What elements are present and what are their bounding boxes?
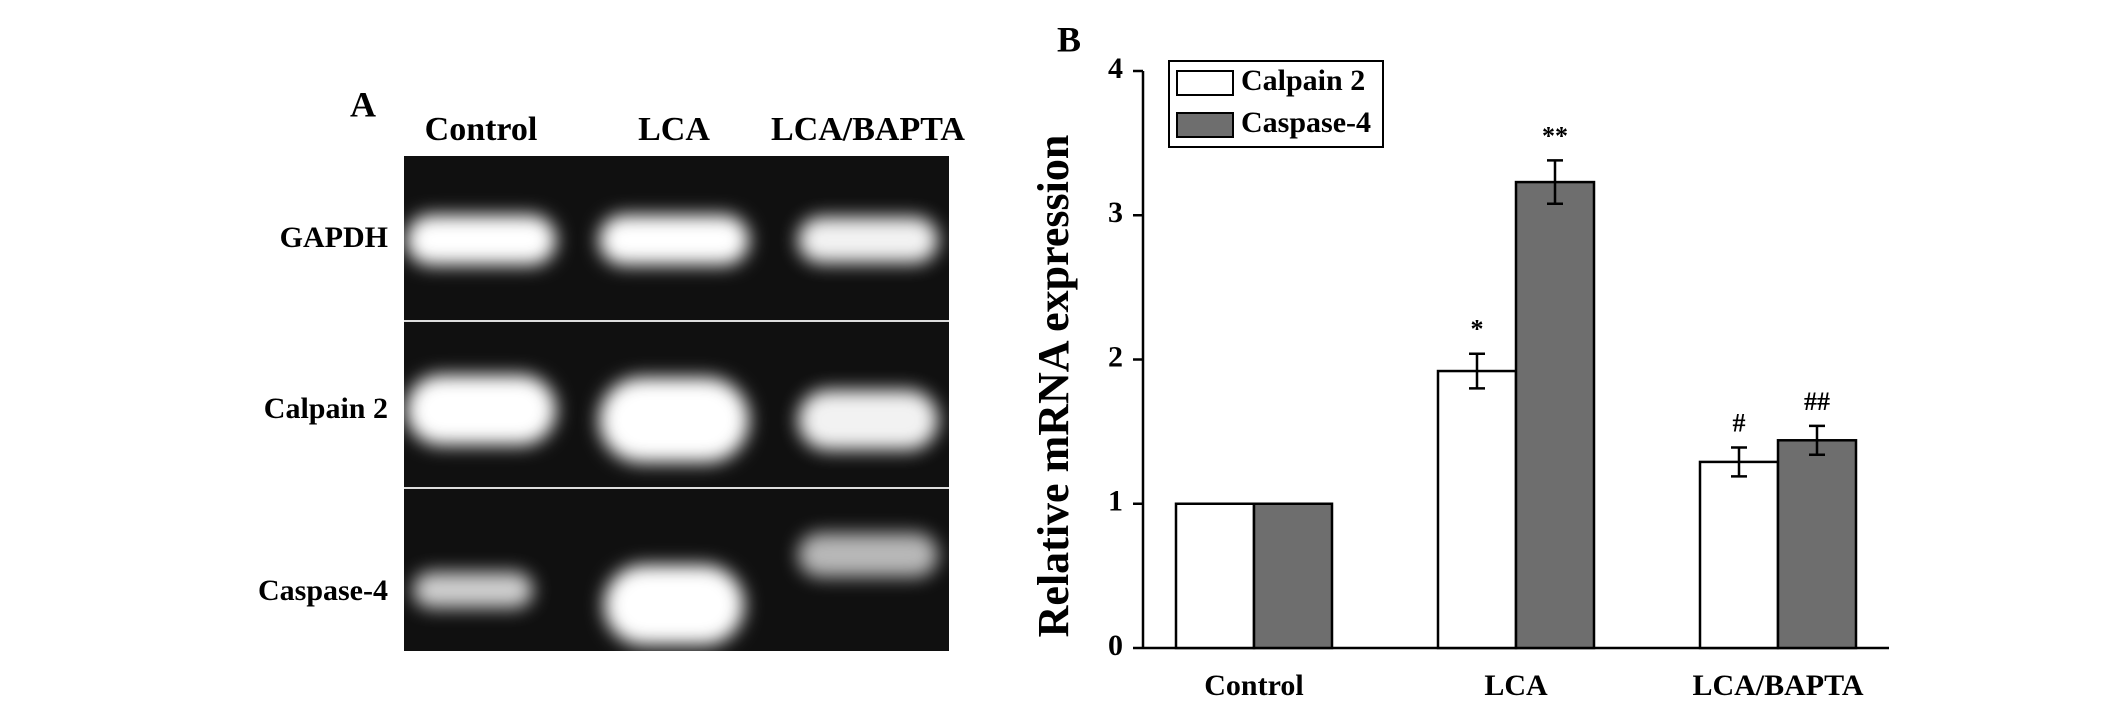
y-axis-label: Relative mRNA expression [1029,135,1078,638]
gel-band [413,572,533,608]
x-tick-label: LCA [1484,669,1548,702]
error-bar [1469,352,1485,390]
panel-label: A [350,84,376,124]
lane-label: LCA/BAPTA [771,111,965,148]
x-tick-label: Control [1204,669,1303,702]
significance-label: * [1471,315,1484,344]
y-tick-label: 0 [1108,629,1123,662]
significance-label: ## [1804,387,1830,416]
error-bar [1809,424,1825,456]
y-tick-label: 4 [1108,52,1123,85]
gel-band [406,375,556,445]
legend-label: Calpain 2 [1241,64,1365,97]
y-tick-label: 2 [1108,340,1123,373]
bar [1698,460,1780,650]
y-tick-label: 3 [1108,196,1123,229]
gel-band [599,215,749,265]
y-tick-label: 1 [1108,485,1123,518]
error-bar [1731,446,1747,478]
lane-label: Control [425,111,538,148]
lane-label: LCA [638,111,710,148]
bar [1252,502,1334,650]
bar [1514,180,1596,650]
gel-band [604,565,744,645]
panel-label: B [1057,19,1081,59]
row-label: Calpain 2 [264,392,388,425]
gel-image [404,156,949,651]
bar [1776,439,1858,650]
gel-band [599,377,749,463]
legend-swatch [1176,112,1234,138]
legend-label: Caspase-4 [1241,106,1371,139]
legend-swatch [1176,70,1234,96]
significance-label: ** [1542,121,1568,150]
gel-band [798,217,938,263]
significance-label: # [1733,408,1746,437]
row-label: Caspase-4 [258,574,388,607]
gel-band [798,390,938,450]
bar [1174,502,1256,650]
gel-band [798,533,938,577]
error-bar [1547,159,1563,205]
row-label: GAPDH [280,221,388,254]
x-tick-label: LCA/BAPTA [1692,669,1863,702]
bar [1436,369,1518,650]
gel-band [406,215,556,265]
